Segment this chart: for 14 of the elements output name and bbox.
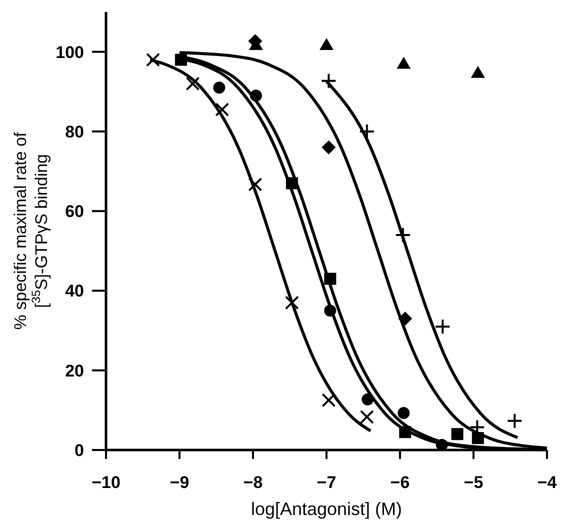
x-tick-label: −9: [170, 473, 190, 492]
x-axis-title: log[Antagonist] (M): [250, 499, 402, 519]
x-tick-label: −7: [316, 473, 336, 492]
x-tick-label: −5: [464, 473, 484, 492]
y-tick-label: 100: [56, 42, 84, 62]
y-tick-label: 60: [65, 202, 84, 222]
x-tick-label: −8: [243, 473, 263, 492]
y-tick-label: 80: [65, 122, 84, 142]
y-tick-label: 20: [65, 361, 84, 380]
y-tick-label: 40: [65, 282, 84, 301]
x-tick-label: −10: [92, 473, 120, 492]
x-tick-label: −4: [537, 473, 558, 492]
y-tick-label: 0: [74, 440, 84, 460]
x-tick-label: −6: [390, 473, 410, 492]
